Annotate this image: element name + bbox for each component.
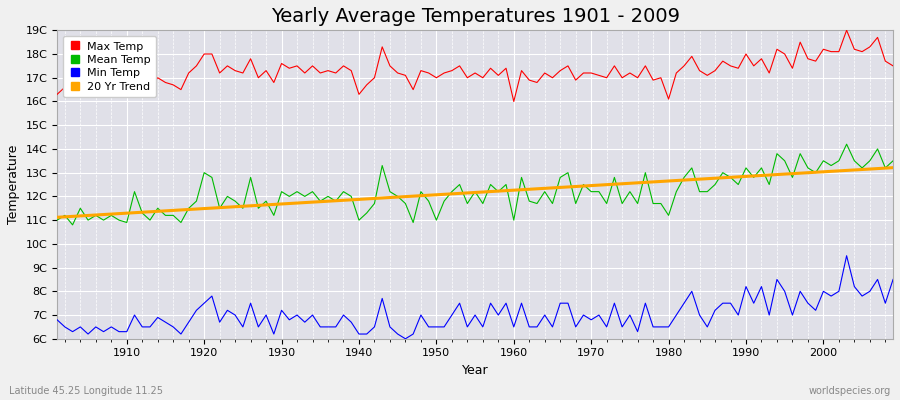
Y-axis label: Temperature: Temperature: [7, 145, 20, 224]
Text: worldspecies.org: worldspecies.org: [809, 386, 891, 396]
X-axis label: Year: Year: [462, 364, 489, 377]
Text: Latitude 45.25 Longitude 11.25: Latitude 45.25 Longitude 11.25: [9, 386, 163, 396]
Title: Yearly Average Temperatures 1901 - 2009: Yearly Average Temperatures 1901 - 2009: [271, 7, 680, 26]
Legend: Max Temp, Mean Temp, Min Temp, 20 Yr Trend: Max Temp, Mean Temp, Min Temp, 20 Yr Tre…: [63, 36, 157, 97]
